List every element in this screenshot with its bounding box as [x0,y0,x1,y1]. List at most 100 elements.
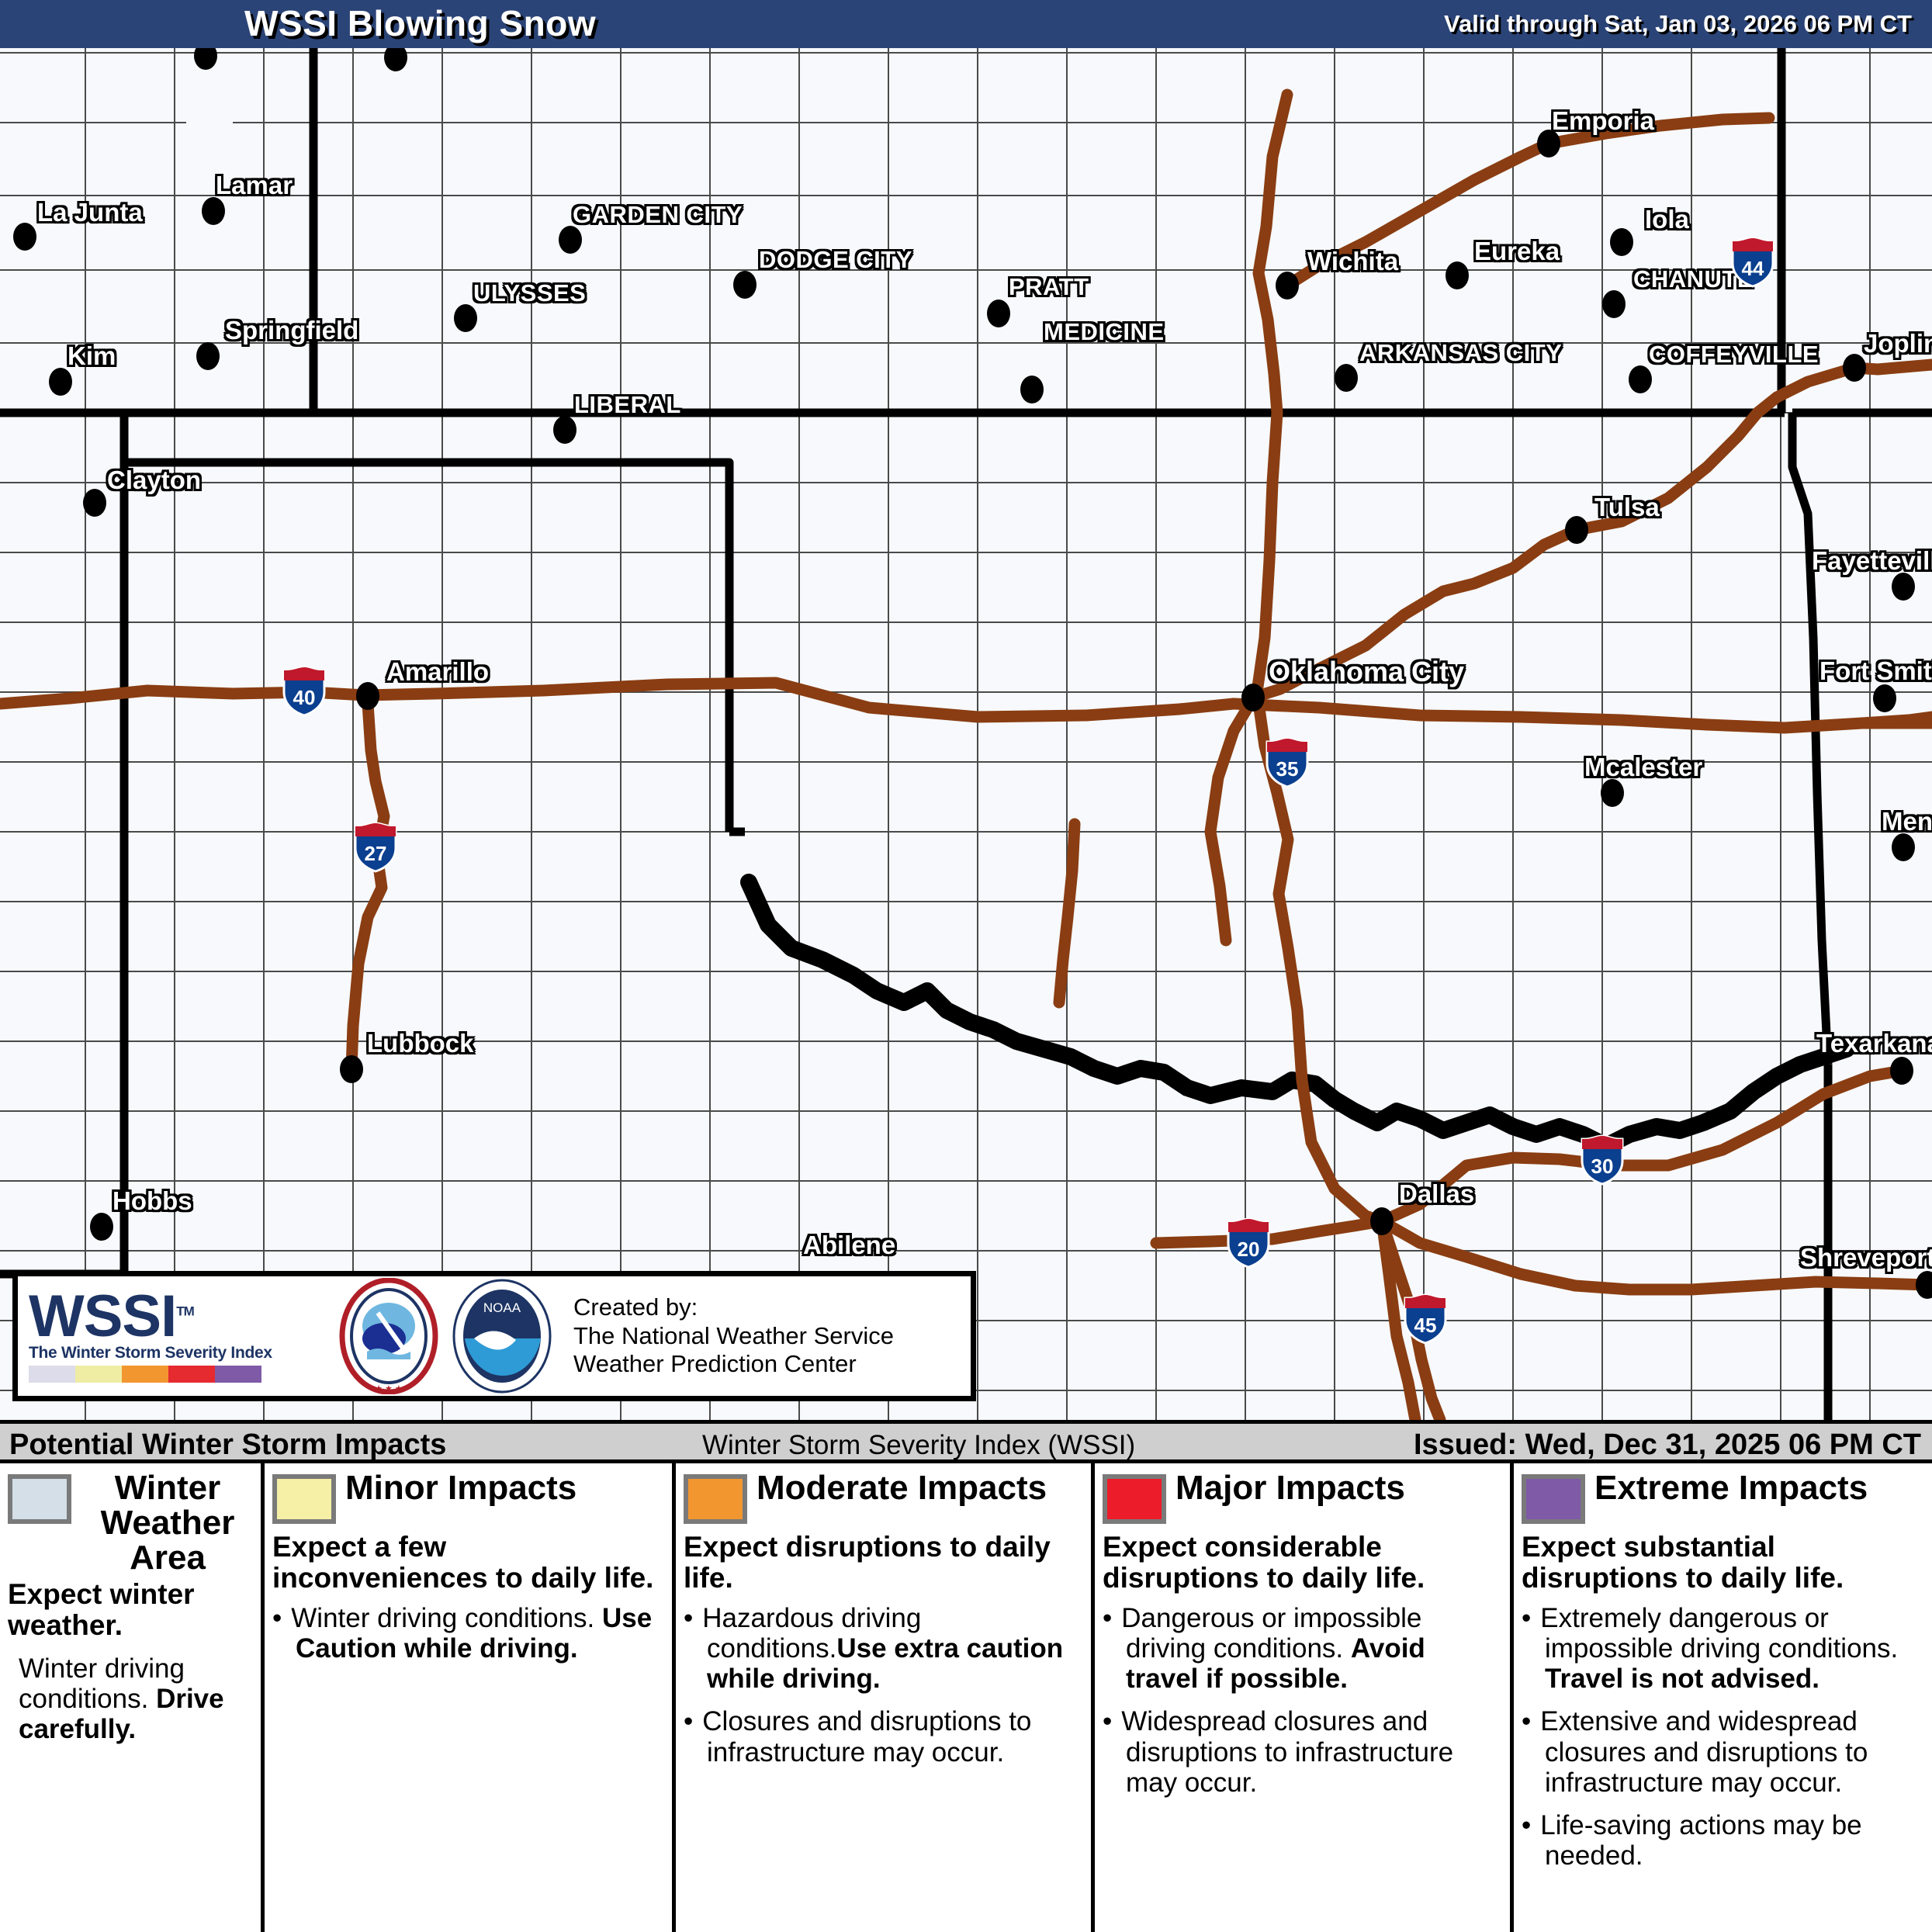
legend-bullet-moderate-impacts-1: Closures and disruptions to infrastructu… [684,1706,1085,1767]
svg-text:40: 40 [293,686,316,709]
credit-line-3: Weather Prediction Center [573,1350,857,1378]
city-dot-eads [194,48,217,70]
legend-note-winter-weather-area: Winter driving conditions. Drive careful… [19,1653,224,1744]
city-dot-ulysses [454,304,477,332]
svg-text:★ ★ ★: ★ ★ ★ [375,1384,403,1394]
interstate-shield-45: 45 [1401,1293,1449,1345]
wssi-bar-segment-0 [29,1366,75,1383]
legend-bullet-extreme-impacts-2: Life-saving actions may be needed. [1522,1810,1926,1871]
page-header: WSSI Blowing Snow Valid through Sat, Jan… [0,0,1932,48]
legend-summary-extreme-impacts: Expect substantial disruptions to daily … [1522,1531,1844,1594]
city-dot-kim [49,368,72,396]
city-dot-garden-city [559,226,582,254]
city-dot-hobbs [90,1213,113,1241]
trademark-mark: TM [176,1304,195,1319]
legend-header-major-impacts: Major Impacts [1103,1470,1504,1524]
legend-title-winter-weather-area: Winter Weather Area [100,1469,235,1577]
wssi-tagline: The Winter Storm Severity Index [29,1344,272,1362]
national-weather-service-seal-icon: ★ ★ ★ [339,1278,438,1394]
legend-header-winter-weather-area: Winter Weather Area [8,1469,254,1577]
interstate-shield-30: 30 [1578,1134,1626,1186]
city-dot-mena [1892,833,1915,861]
wssi-wordmark: WSSITM [29,1283,195,1349]
legend-summary-minor-impacts: Expect a few inconveniences to daily lif… [272,1531,654,1594]
wssi-bar-segment-1 [75,1366,122,1383]
interstate-shield-27: 27 [351,822,400,873]
credit-block: Created by: The National Weather Service… [573,1293,894,1379]
legend-bullets-moderate-impacts: Hazardous driving conditions.Use extra c… [684,1603,1085,1768]
city-dot-shreveport [1916,1271,1932,1299]
legend-bullet-minor-impacts-0: Winter driving conditions. Use Caution w… [272,1603,666,1664]
valid-through-text: Valid through Sat, Jan 03, 2026 06 PM CT [1444,10,1912,37]
svg-text:20: 20 [1238,1238,1260,1261]
legend-swatch-extreme-impacts [1522,1474,1585,1524]
city-dot-oklahoma-city [1241,684,1265,712]
legend-column-minor-impacts: Minor Impacts Expect a few inconveniences… [261,1463,672,1932]
city-dot-mcalester [1601,779,1624,807]
map-vector-layer [0,48,1932,1420]
legend-bullet-extreme-impacts-1: Extensive and widespread closures and di… [1522,1706,1926,1798]
interstate-shield-20: 20 [1224,1217,1272,1269]
svg-text:35: 35 [1276,757,1299,781]
legend-bullet-major-impacts-0: Dangerous or impossible driving conditio… [1103,1603,1504,1695]
city-dot-emporia [1537,130,1560,158]
legend-swatch-minor-impacts [272,1474,336,1524]
city-dot-wichita [1276,272,1299,299]
svg-text:44: 44 [1742,257,1764,280]
legend-summary-major-impacts: Expect considerable disruptions to daily… [1103,1531,1425,1594]
legend-summary-winter-weather-area: Expect winter weather. [8,1577,195,1641]
legend-swatch-moderate-impacts [684,1474,747,1524]
legend-header-extreme-impacts: Extreme Impacts [1522,1469,1926,1524]
interstate-shield-35: 35 [1263,737,1311,788]
legend-header-moderate-impacts: Moderate Impacts [684,1470,1085,1524]
legend-title-minor-impacts: Minor Impacts [345,1469,577,1507]
interstate-shield-44: 44 [1729,237,1777,288]
city-dot-texarkana [1890,1057,1913,1085]
issued-label: Issued: Wed, Dec 31, 2025 06 PM CT [1413,1428,1921,1461]
svg-text:30: 30 [1591,1155,1614,1178]
wssi-bar-segment-3 [168,1366,215,1383]
city-dot-pratt [987,299,1010,327]
city-dot-la-junta [13,223,36,251]
svg-text:NOAA: NOAA [483,1300,521,1315]
city-dot-medicine [1020,376,1044,403]
city-dot-springfield [196,342,220,370]
legend-title-extreme-impacts: Extreme Impacts [1594,1469,1868,1507]
city-dot-joplin [1843,354,1866,382]
wssi-color-bar [29,1366,261,1383]
legend-column-moderate-impacts: Moderate Impacts Expect disruptions to da… [672,1463,1091,1932]
city-dot-arkansas-city [1335,364,1358,392]
legend-swatch-major-impacts [1103,1474,1166,1524]
legend-swatch-winter-weather-area [8,1474,71,1524]
legend-bullets-extreme-impacts: Extremely dangerous or impossible drivin… [1522,1603,1926,1871]
wssi-bar-segment-2 [122,1366,168,1383]
interstate-highways [0,88,1932,1420]
impacts-legend: Winter Weather Area Expect winter weather… [0,1463,1932,1932]
page-title: WSSI Blowing Snow [244,3,597,43]
city-dot-amarillo [356,682,379,710]
city-dot-tulsa [1565,516,1588,544]
city-dot-coffeyville [1629,365,1652,393]
noaa-seal-icon: NOAA [452,1279,552,1394]
legend-bullet-moderate-impacts-0: Hazardous driving conditions.Use extra c… [684,1603,1085,1695]
city-dot-lubbock [340,1055,363,1083]
city-dot-clayton [83,489,106,517]
city-dot-fayetteville [1892,573,1915,601]
county-boundaries [0,48,1932,1420]
svg-text:45: 45 [1414,1314,1437,1337]
legend-bullets-major-impacts: Dangerous or impossible driving conditio… [1103,1603,1504,1798]
agency-seals: ★ ★ ★ NOAA [339,1278,556,1394]
potential-impacts-label: Potential Winter Storm Impacts [9,1428,447,1461]
legend-header-minor-impacts: Minor Impacts [272,1469,666,1524]
legend-summary-moderate-impacts: Expect disruptions to daily life. [684,1531,1051,1594]
legend-bullets-minor-impacts: Winter driving conditions. Use Caution w… [272,1603,666,1664]
city-dot-liberal [553,416,576,444]
wssi-logo-box: WSSITM The Winter Storm Severity Index ★… [12,1271,976,1401]
city-dot-chanute [1602,290,1626,318]
legend-bullet-major-impacts-1: Widespread closures and disruptions to i… [1103,1706,1504,1798]
credit-line-2: The National Weather Service [573,1321,894,1349]
city-dot-tribune [384,48,407,71]
credit-line-1: Created by: [573,1293,698,1321]
